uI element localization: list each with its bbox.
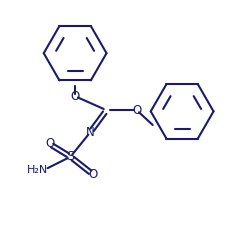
Text: N: N — [86, 126, 95, 139]
Text: H₂N: H₂N — [27, 165, 48, 174]
Text: S: S — [66, 150, 75, 163]
Text: O: O — [45, 138, 54, 151]
Text: O: O — [132, 104, 141, 117]
Text: O: O — [70, 90, 80, 103]
Text: O: O — [88, 168, 97, 181]
